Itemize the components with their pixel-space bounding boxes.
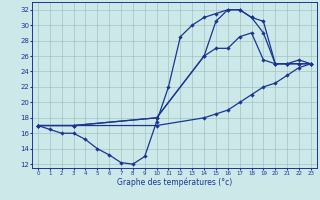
X-axis label: Graphe des températures (°c): Graphe des températures (°c) <box>117 177 232 187</box>
